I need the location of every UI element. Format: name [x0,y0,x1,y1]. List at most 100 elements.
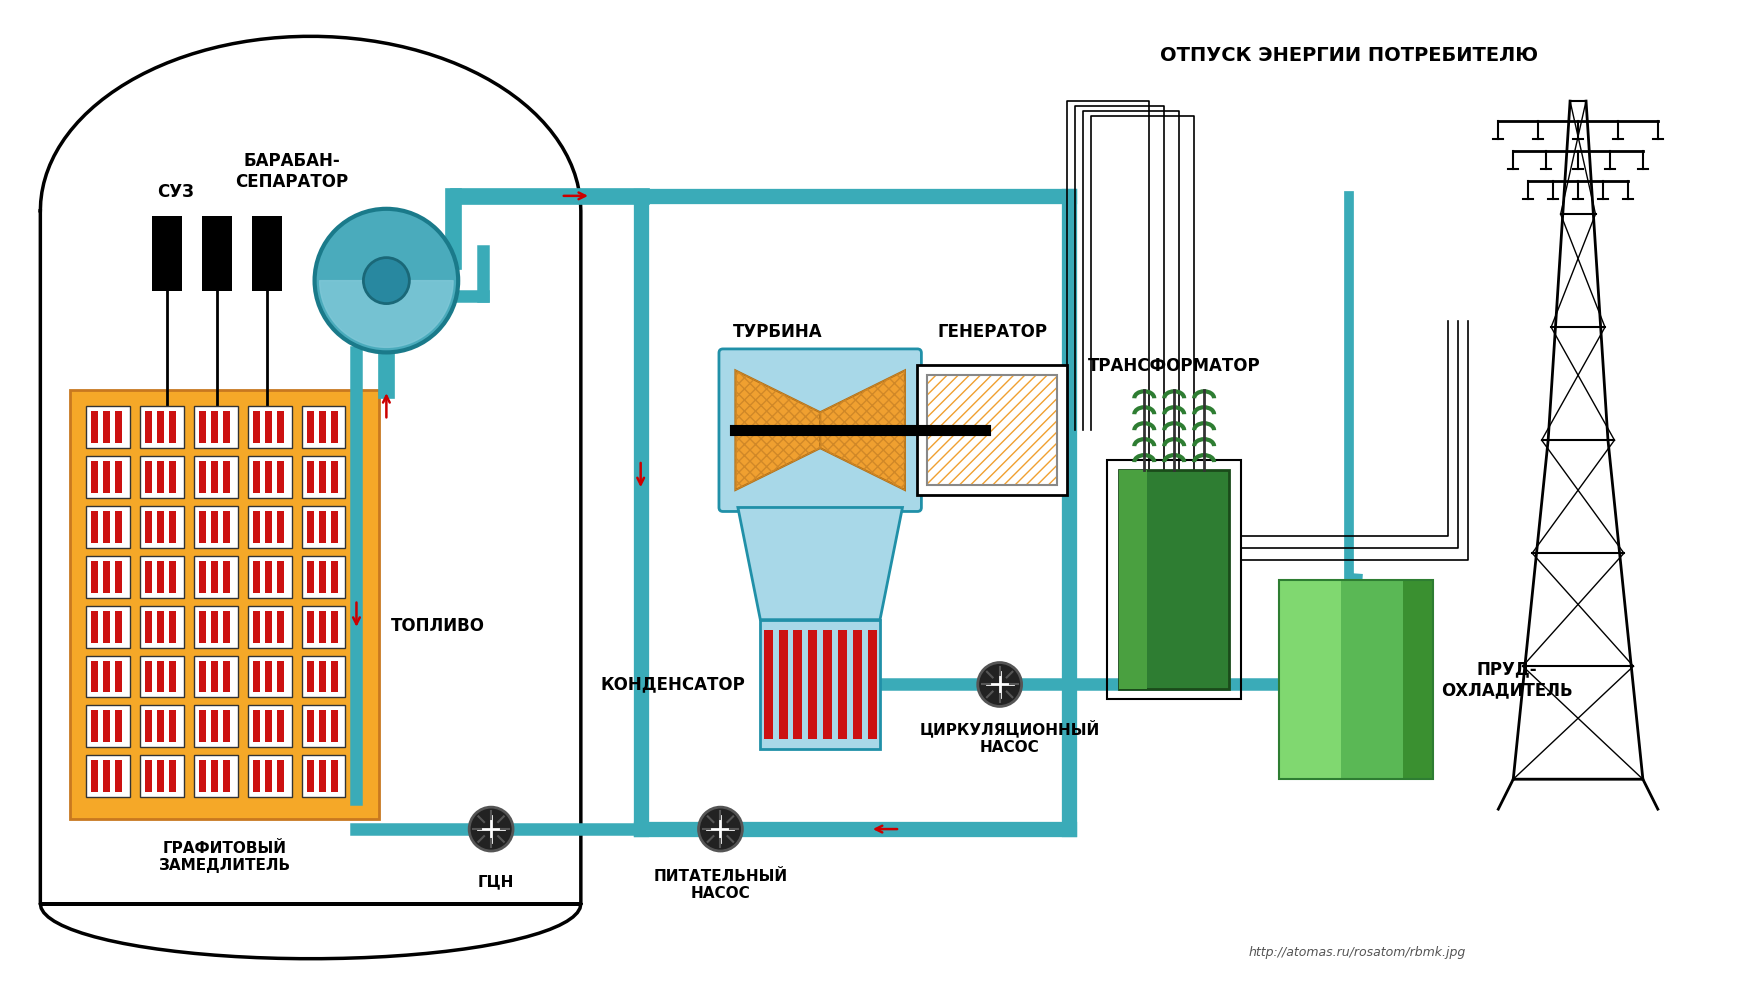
Bar [102,411,109,443]
Bar [307,461,314,493]
Bar [139,656,183,697]
Bar [157,561,164,593]
Bar [86,406,131,448]
Text: ПИТАТЕЛЬНЫЙ
НАСОС: ПИТАТЕЛЬНЫЙ НАСОС [653,869,787,901]
Bar [210,661,217,692]
Bar [330,661,337,692]
Bar [194,755,238,797]
Bar [145,710,152,742]
Bar [760,620,880,749]
Bar [102,461,109,493]
Bar [194,606,238,648]
Bar [926,375,1057,485]
Bar [152,216,182,291]
Bar [169,611,176,643]
Bar [247,755,291,797]
Bar [157,661,164,692]
Bar [330,561,337,593]
Bar [145,561,152,593]
Bar [145,661,152,692]
Bar [252,760,259,792]
Bar [265,511,272,543]
Bar [318,561,325,593]
Bar [252,710,259,742]
Bar [157,760,164,792]
Bar [307,661,314,692]
Bar [102,511,109,543]
Bar [145,411,152,443]
Bar [302,755,346,797]
Bar [139,406,183,448]
Bar [145,760,152,792]
Bar [1118,470,1147,689]
Bar [247,556,291,598]
Bar [302,606,346,648]
Bar [926,375,1057,485]
Bar [194,406,238,448]
Bar [222,710,229,742]
Bar [210,760,217,792]
Bar [145,461,152,493]
Bar [277,710,284,742]
Polygon shape [736,370,820,490]
Bar [92,511,99,543]
Bar [194,705,238,747]
Bar [252,661,259,692]
Bar [199,411,206,443]
Bar [222,511,229,543]
Bar [277,411,284,443]
Bar [169,561,176,593]
Bar [115,760,122,792]
Bar [252,561,259,593]
Bar [157,461,164,493]
Bar [199,611,206,643]
Bar [778,630,787,739]
Bar [145,511,152,543]
Bar [917,365,1067,495]
Bar [115,511,122,543]
Bar [1106,460,1240,699]
Bar [330,760,337,792]
Text: ТРАНСФОРМАТОР: ТРАНСФОРМАТОР [1087,357,1259,375]
Bar [199,661,206,692]
Bar [852,630,861,739]
Bar [1279,580,1432,779]
Bar [102,710,109,742]
Bar [115,611,122,643]
Bar [318,411,325,443]
Bar [210,710,217,742]
Bar [169,760,176,792]
Text: ГРАФИТОВЫЙ
ЗАМЕДЛИТЕЛЬ: ГРАФИТОВЫЙ ЗАМЕДЛИТЕЛЬ [159,841,291,873]
Bar [115,411,122,443]
Bar [307,411,314,443]
Bar [102,611,109,643]
Bar [307,710,314,742]
Circle shape [314,209,459,352]
Bar [199,461,206,493]
Bar [86,705,131,747]
Bar [330,411,337,443]
Bar [92,611,99,643]
Bar [822,630,831,739]
Bar [302,656,346,697]
Bar [277,511,284,543]
Bar [302,556,346,598]
Bar [794,630,803,739]
Bar [868,630,877,739]
Bar [222,611,229,643]
Bar [265,561,272,593]
Bar [222,760,229,792]
Text: ТОПЛИВО: ТОПЛИВО [392,617,485,635]
Bar [252,411,259,443]
Bar [92,710,99,742]
Bar [194,456,238,498]
Bar [252,611,259,643]
Circle shape [699,807,743,851]
Bar [302,406,346,448]
Bar [194,556,238,598]
Bar [277,611,284,643]
Bar [199,561,206,593]
Bar [318,661,325,692]
Bar [199,710,206,742]
Bar [307,611,314,643]
